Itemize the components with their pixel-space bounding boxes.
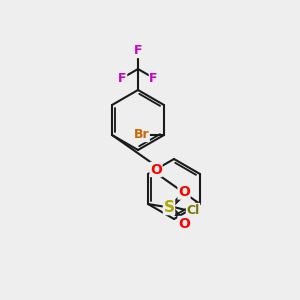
- Text: O: O: [150, 163, 162, 176]
- Text: S: S: [164, 200, 175, 214]
- Text: F: F: [118, 71, 127, 85]
- Text: F: F: [134, 44, 142, 58]
- Text: O: O: [178, 185, 190, 199]
- Text: F: F: [149, 71, 158, 85]
- Text: O: O: [178, 217, 190, 230]
- Text: Cl: Cl: [186, 203, 200, 217]
- Text: Br: Br: [134, 128, 149, 142]
